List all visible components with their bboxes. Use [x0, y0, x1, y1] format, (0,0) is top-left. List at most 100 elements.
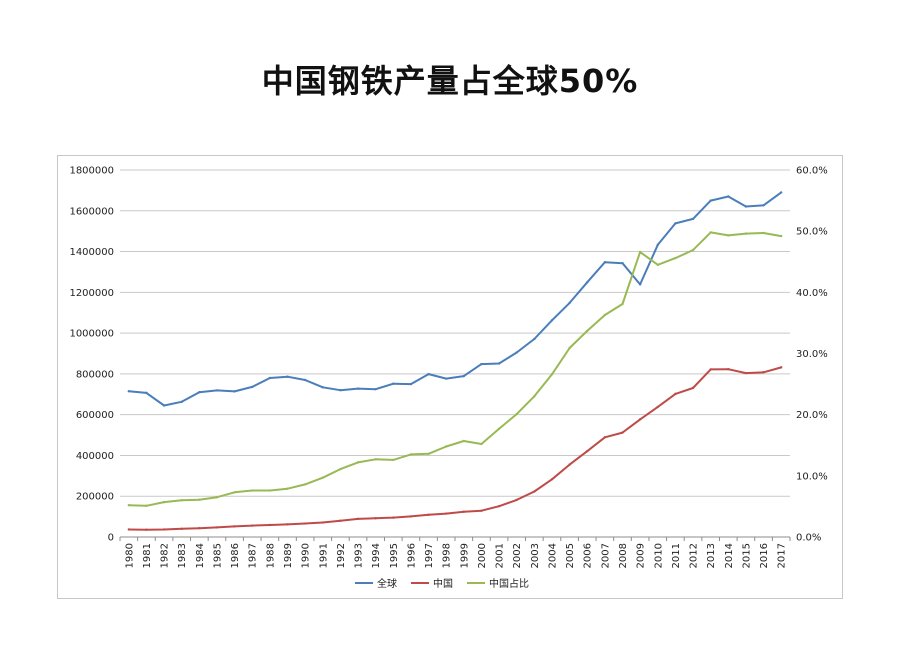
- data-point: [409, 453, 413, 456]
- data-point: [303, 483, 307, 486]
- data-point: [356, 517, 360, 521]
- data-point: [427, 452, 430, 456]
- x-tick-label: 1980: [124, 543, 135, 568]
- data-point: [568, 346, 571, 350]
- data-point: [515, 412, 518, 416]
- data-point: [339, 389, 342, 392]
- data-point: [251, 489, 254, 492]
- data-point: [321, 386, 324, 389]
- data-point: [550, 319, 554, 322]
- data-point: [286, 375, 289, 378]
- data-point: [480, 362, 483, 366]
- data-point: [744, 371, 748, 375]
- data-point: [127, 503, 131, 507]
- data-point: [638, 283, 642, 286]
- data-point: [691, 386, 695, 390]
- x-tick-label: 2006: [583, 543, 594, 568]
- data-point: [709, 368, 712, 371]
- data-point: [303, 522, 307, 525]
- data-point: [286, 523, 289, 526]
- data-point: [586, 281, 589, 284]
- data-point: [779, 234, 783, 238]
- data-point: [480, 509, 483, 512]
- data-point: [727, 234, 730, 237]
- data-point: [568, 463, 571, 466]
- y-right-tick-label: 10.0%: [796, 471, 828, 482]
- x-tick-label: 1984: [195, 543, 206, 568]
- data-point: [374, 517, 377, 520]
- data-point: [762, 231, 765, 235]
- line-chart: 0 200000 400000 600000 800000 1000000 1200000 1…: [69, 166, 828, 591]
- x-tick-label: 2013: [706, 543, 717, 568]
- data-point: [656, 243, 659, 247]
- y-left-tick-label: 1400000: [69, 247, 114, 258]
- data-point: [215, 389, 219, 392]
- y-left-tick-label: 1800000: [69, 166, 114, 177]
- data-point: [497, 505, 501, 508]
- data-point: [339, 519, 342, 522]
- data-point: [515, 351, 518, 354]
- x-tick-label: 1993: [354, 543, 365, 568]
- data-point: [727, 367, 730, 371]
- x-tick-label: 1987: [248, 543, 259, 568]
- x-tick-label: 1989: [283, 543, 294, 568]
- x-tick-label: 2010: [653, 543, 664, 568]
- data-point: [233, 525, 236, 528]
- x-tick-label: 1986: [230, 543, 241, 568]
- data-point: [145, 528, 148, 531]
- y-right-tick-label: 0.0%: [796, 533, 821, 544]
- data-point: [550, 373, 554, 376]
- legend-label: 中国占比: [489, 577, 529, 590]
- x-tick-label: 1990: [301, 543, 312, 568]
- data-point: [462, 374, 466, 378]
- data-point: [145, 504, 148, 508]
- data-point: [286, 487, 289, 490]
- data-point: [586, 449, 589, 453]
- x-tick-label: 2000: [477, 543, 488, 568]
- data-point: [691, 248, 695, 252]
- data-point: [233, 491, 236, 494]
- legend-label: 全球: [377, 577, 397, 590]
- x-tick-label: 2004: [547, 543, 558, 568]
- x-tick-label: 1998: [442, 543, 453, 568]
- x-tick-label: 2003: [530, 543, 541, 568]
- data-point: [392, 516, 395, 519]
- y-left-tick-label: 800000: [76, 369, 114, 380]
- data-point: [374, 387, 377, 391]
- x-tick-label: 1995: [389, 543, 400, 568]
- x-tick-label: 1999: [459, 543, 470, 568]
- y-left-tick-label: 400000: [76, 451, 114, 462]
- data-point: [762, 204, 765, 207]
- data-point: [427, 372, 430, 376]
- y-left-tick-label: 600000: [76, 410, 114, 421]
- x-tick-label: 2015: [741, 543, 752, 568]
- data-point: [268, 489, 272, 492]
- series-line-0: [128, 191, 782, 407]
- data-point: [621, 302, 624, 306]
- data-point: [674, 392, 677, 396]
- data-point: [603, 436, 607, 439]
- data-point: [497, 427, 501, 430]
- x-tick-label: 2005: [565, 543, 576, 568]
- data-point: [744, 232, 748, 235]
- x-tick-label: 1988: [265, 543, 276, 568]
- data-point: [444, 445, 448, 448]
- data-point: [427, 513, 430, 516]
- y-left-tick-label: 200000: [76, 492, 114, 503]
- data-point: [198, 527, 201, 530]
- data-point: [709, 231, 712, 234]
- x-tick-label: 1985: [212, 543, 223, 568]
- data-point: [762, 371, 765, 374]
- data-point: [533, 490, 536, 493]
- data-point: [674, 256, 677, 260]
- data-point: [568, 301, 571, 305]
- x-tick-label: 1996: [406, 543, 417, 568]
- data-point: [356, 461, 360, 464]
- data-point: [198, 498, 201, 501]
- data-point: [409, 515, 413, 518]
- series-line-1: [128, 366, 782, 531]
- y-right-tick-label: 20.0%: [796, 410, 828, 421]
- x-tick-label: 2008: [618, 543, 629, 568]
- legend-label: 中国: [433, 577, 453, 590]
- data-point: [533, 395, 536, 398]
